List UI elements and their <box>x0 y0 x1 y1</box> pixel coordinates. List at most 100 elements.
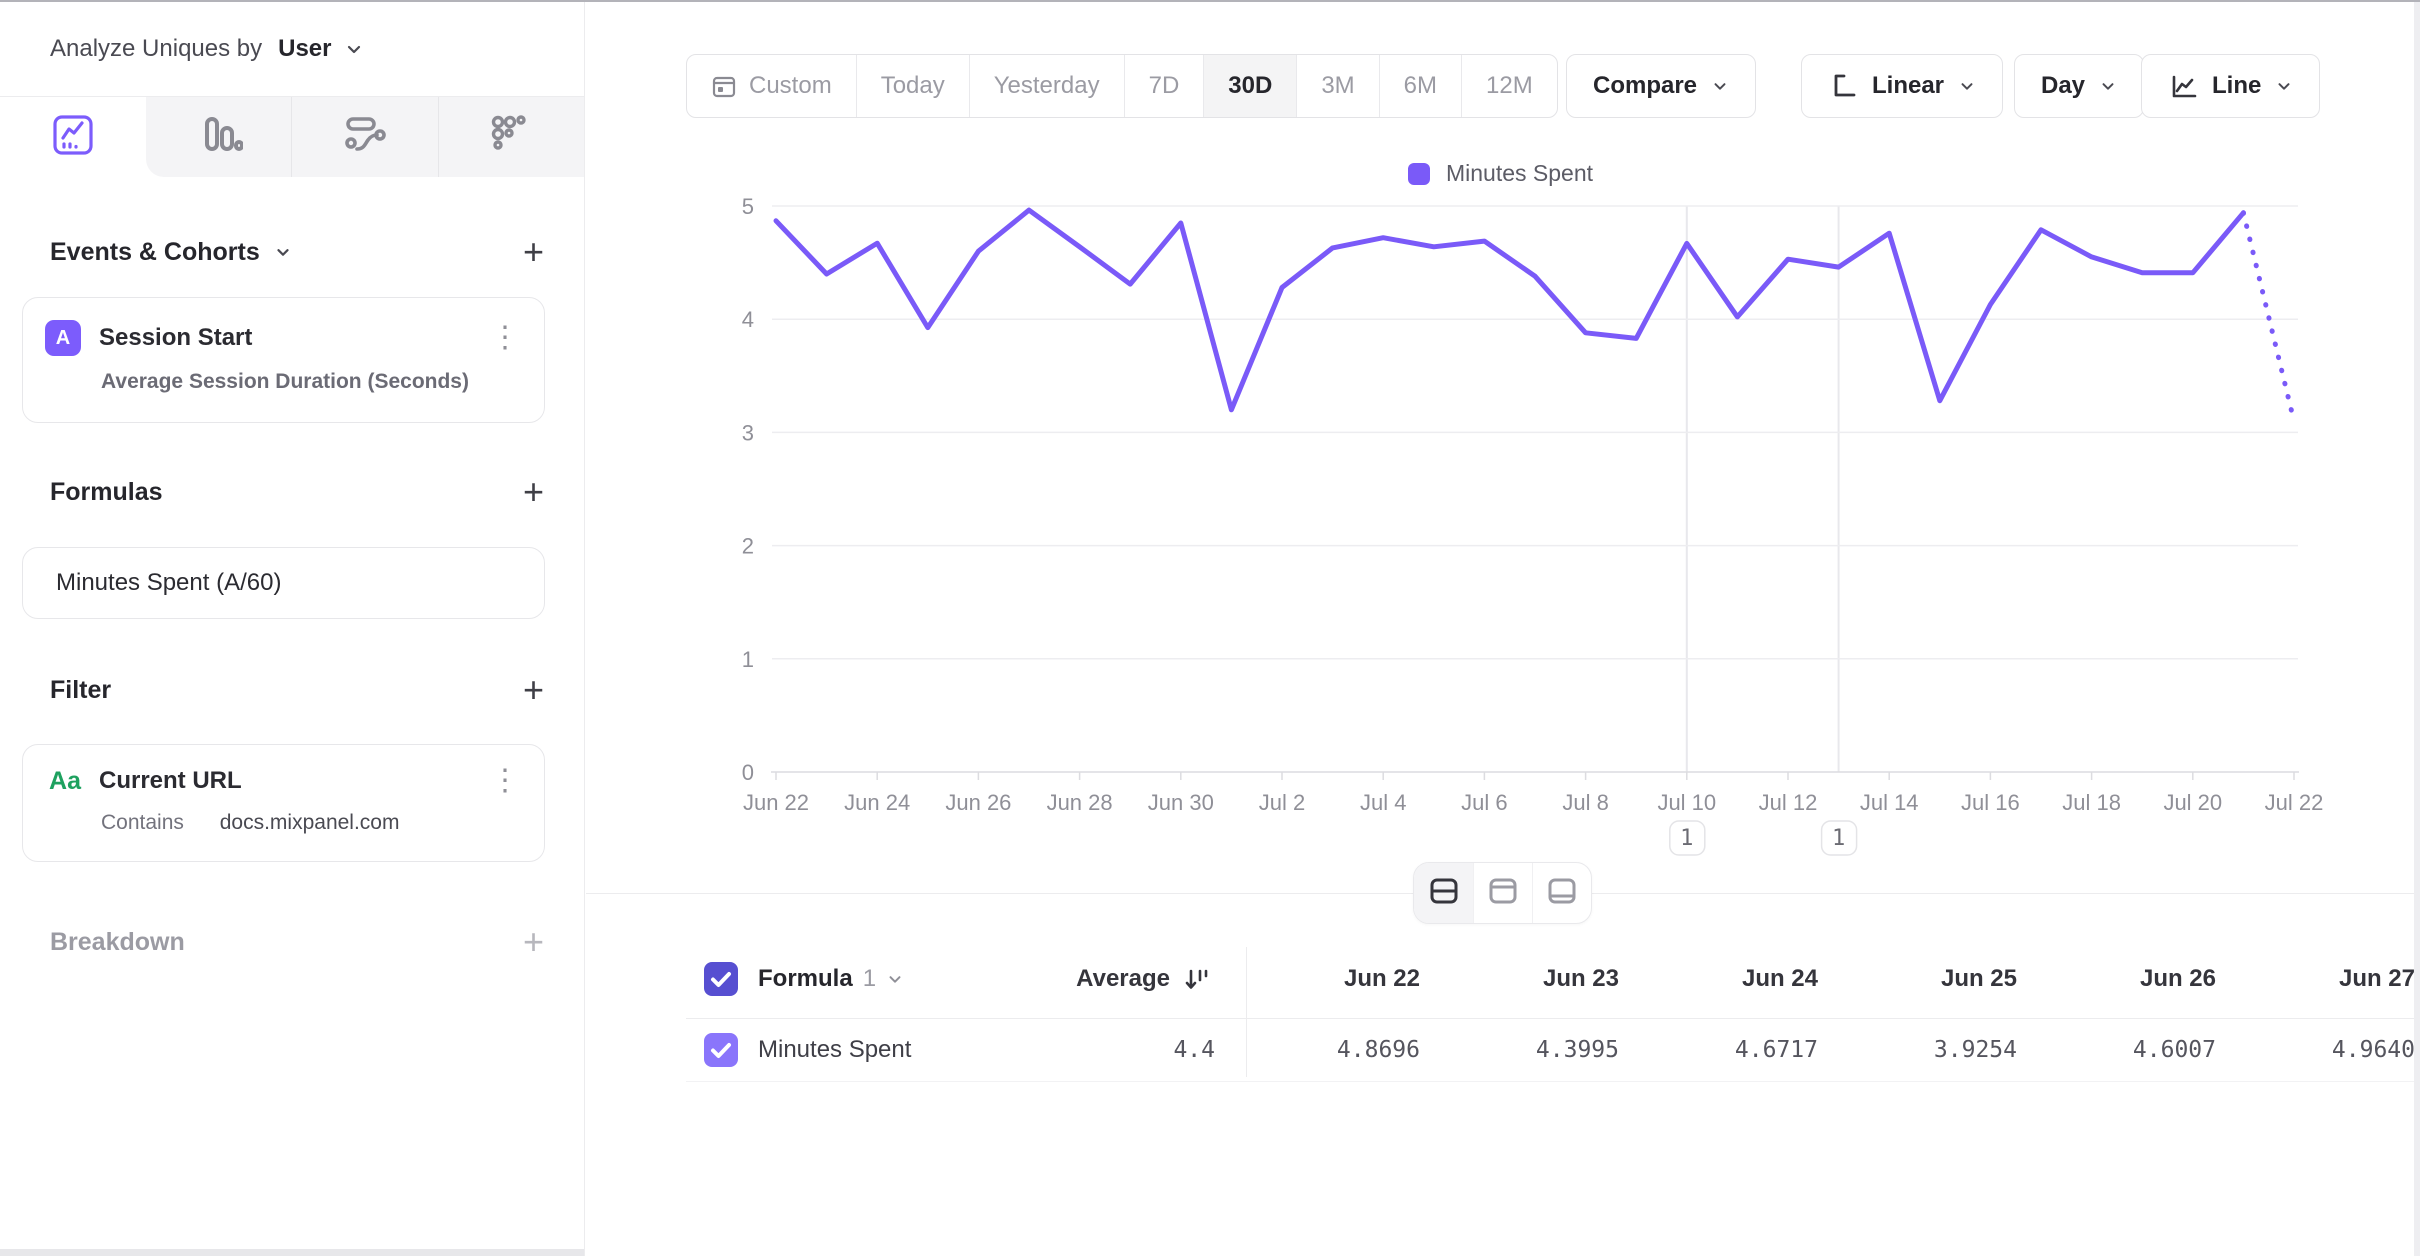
add-breakdown-button[interactable]: + <box>522 921 544 962</box>
x-axis-tick-label: Jul 18 <box>2062 790 2121 815</box>
value-cell: 4.3995 <box>1535 1037 1619 1063</box>
range-option-yesterday[interactable]: Yesterday <box>968 55 1124 117</box>
analyze-label: Analyze Uniques by <box>50 35 263 62</box>
tab-retention[interactable] <box>437 97 584 177</box>
breakdown-section-title: Breakdown <box>50 927 185 956</box>
event-aggregation[interactable]: Average Session Duration (Seconds) <box>101 370 469 393</box>
date-column-header[interactable]: Jun 22 <box>1343 965 1420 992</box>
range-option-label: 3M <box>1321 72 1355 99</box>
date-column-header[interactable]: Jun 27 <box>2338 965 2415 992</box>
legend-series-label: Minutes Spent <box>1446 160 1594 186</box>
row-checkbox[interactable] <box>704 1033 738 1067</box>
annotation-badge-count[interactable]: 1 <box>1680 826 1693 851</box>
analyze-value-dropdown[interactable]: User <box>278 35 332 62</box>
compare-label: Compare <box>1593 72 1698 99</box>
range-option-label: Today <box>880 72 945 99</box>
x-axis-tick-label: Jun 28 <box>1047 790 1113 815</box>
x-axis-tick-label: Jul 8 <box>1562 790 1608 815</box>
range-option-today[interactable]: Today <box>855 55 969 117</box>
series-line-minutes-spent[interactable] <box>773 207 2246 413</box>
formula-header-number: 1 <box>862 965 877 992</box>
range-option-label: Custom <box>749 72 832 99</box>
formula-column-header[interactable]: Formula 1 <box>758 940 904 1018</box>
linear-scale-icon <box>1828 71 1858 101</box>
add-filter-button[interactable]: + <box>522 669 544 710</box>
range-option-6m[interactable]: 6M <box>1378 55 1461 117</box>
date-column-header[interactable]: Jun 23 <box>1542 965 1619 992</box>
y-axis-tick-label: 0 <box>742 760 754 785</box>
tab-flows[interactable] <box>291 97 437 177</box>
annotation-badge[interactable] <box>1669 820 1706 856</box>
x-axis-tick-label: Jul 14 <box>1860 790 1919 815</box>
add-formula-button[interactable]: + <box>522 471 544 512</box>
kebab-menu-icon[interactable]: ⋮ <box>490 321 520 354</box>
date-column-header[interactable]: Jun 24 <box>1741 965 1818 992</box>
view-toggle-split[interactable] <box>1414 863 1473 923</box>
chevron-down-icon[interactable] <box>274 243 292 261</box>
chevron-down-icon <box>2275 77 2293 95</box>
filter-value[interactable]: docs.mixpanel.com <box>219 811 400 834</box>
add-event-button[interactable]: + <box>522 231 544 272</box>
x-axis-tick-label: Jun 24 <box>844 790 910 815</box>
range-option-12m[interactable]: 12M <box>1461 55 1557 117</box>
view-toggle-table-only[interactable] <box>1532 863 1591 923</box>
y-axis-tick-label: 4 <box>742 307 754 332</box>
chevron-down-icon[interactable] <box>344 39 364 59</box>
table-row-average-value: 4.4 <box>1173 1037 1215 1063</box>
legend-swatch <box>1408 162 1430 185</box>
select-all-checkbox[interactable] <box>704 962 738 996</box>
annotation-badge-count[interactable]: 1 <box>1832 826 1845 851</box>
date-column-header[interactable]: Jun 26 <box>2139 965 2216 992</box>
analyze-header: Analyze Uniques by User <box>0 2 584 97</box>
formula-card[interactable]: Minutes Spent (A/60) <box>22 547 545 619</box>
interval-dropdown[interactable]: Day <box>2014 54 2145 118</box>
tab-insights[interactable] <box>0 97 146 177</box>
event-name[interactable]: Session Start <box>99 324 253 351</box>
y-axis-tick-label: 5 <box>742 194 754 219</box>
chart-type-dropdown[interactable]: Line <box>2141 54 2321 118</box>
table-row-series-name[interactable]: Minutes Spent <box>758 1036 912 1063</box>
tab-bar-chart[interactable] <box>146 97 291 177</box>
value-cell: 4.6717 <box>1734 1037 1818 1063</box>
range-option-30d[interactable]: 30D <box>1203 55 1297 117</box>
compare-button[interactable]: Compare <box>1566 54 1757 118</box>
range-option-3m[interactable]: 3M <box>1296 55 1378 117</box>
filter-section-header: Filter + <box>50 672 544 708</box>
formula-expression[interactable]: Minutes Spent (A/60) <box>56 569 282 596</box>
split-view-icon <box>1429 877 1459 910</box>
chart-type-label: Line <box>2212 72 2262 99</box>
sidebar-scrollbar[interactable] <box>0 1249 584 1256</box>
x-axis-tick-label: Jul 6 <box>1461 790 1507 815</box>
report-type-tabbar <box>0 97 584 177</box>
line-chart-icon <box>2168 71 2198 101</box>
chart-legend[interactable]: Minutes Spent <box>1408 160 1593 187</box>
chevron-down-icon <box>886 970 904 988</box>
x-axis-tick-label: Jul 4 <box>1360 790 1406 815</box>
formulas-section-header: Formulas + <box>50 474 544 510</box>
report-type-other-tabs <box>146 97 584 177</box>
range-option-7d[interactable]: 7D <box>1123 55 1204 117</box>
sort-descending-icon[interactable] <box>1182 964 1212 999</box>
x-axis-tick-label: Jun 26 <box>945 790 1011 815</box>
filter-property[interactable]: Current URL <box>99 767 242 794</box>
average-column-header[interactable]: Average <box>1076 965 1170 992</box>
report-main-panel: Custom Today Yesterday 7D 30D 3M 6M 12M Compare… <box>586 2 2420 1256</box>
filter-operator[interactable]: Contains <box>101 811 184 834</box>
events-section-title: Events & Cohorts <box>50 237 260 266</box>
annotation-badge[interactable] <box>1820 820 1858 856</box>
view-toggle-chart-only[interactable] <box>1473 863 1532 923</box>
range-option-label: 6M <box>1403 72 1437 99</box>
date-column-header[interactable]: Jun 25 <box>1940 965 2017 992</box>
date-column-headers: Jun 22 Jun 23 Jun 24 Jun 25 Jun 26 Jun 27 <box>1246 940 2420 1018</box>
table-only-view-icon <box>1547 877 1577 910</box>
kebab-menu-icon[interactable]: ⋮ <box>490 764 520 797</box>
filter-card[interactable]: Aa Current URL ⋮ Contains docs.mixpanel.… <box>22 744 545 862</box>
range-option-label: Yesterday <box>993 72 1100 99</box>
scale-dropdown[interactable]: Linear <box>1801 54 2004 118</box>
vertical-scrollbar[interactable] <box>2414 2 2420 1256</box>
event-letter-badge: A <box>45 320 81 356</box>
event-card[interactable]: A Session Start ⋮ Average Session Durati… <box>22 297 545 423</box>
events-section-header: Events & Cohorts + <box>50 234 544 270</box>
range-option-custom[interactable]: Custom <box>687 55 856 117</box>
x-axis-tick-label: Jul 20 <box>2163 790 2222 815</box>
